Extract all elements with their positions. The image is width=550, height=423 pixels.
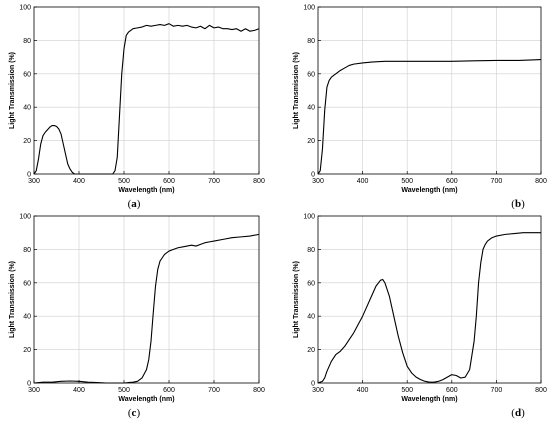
series-line bbox=[317, 59, 542, 175]
y-axis-label: Light Transmission (%) bbox=[293, 52, 300, 129]
x-tick-label: 300 bbox=[312, 178, 324, 185]
x-tick-label: 600 bbox=[446, 178, 458, 185]
x-tick-label: 400 bbox=[357, 178, 369, 185]
plot-frame bbox=[317, 215, 542, 384]
y-axis-label: Light Transmission (%) bbox=[9, 261, 16, 338]
x-tick-label: 800 bbox=[253, 178, 265, 185]
y-axis-label: Light Transmission (%) bbox=[293, 261, 300, 338]
x-tick-label: 400 bbox=[73, 387, 85, 394]
x-tick-label: 700 bbox=[208, 178, 220, 185]
y-tick-label: 20 bbox=[23, 138, 31, 145]
x-tick-label: 500 bbox=[118, 178, 130, 185]
series-line bbox=[33, 23, 260, 175]
y-tick-label: 100 bbox=[19, 214, 31, 221]
y-tick-label: 60 bbox=[307, 280, 315, 287]
y-tick-label: 60 bbox=[23, 280, 31, 287]
y-axis-label: Light Transmission (%) bbox=[9, 52, 16, 129]
panel-label: (c) bbox=[128, 407, 141, 419]
y-tick-label: 0 bbox=[27, 172, 31, 179]
panel-label: (a) bbox=[128, 198, 141, 210]
y-tick-label: 40 bbox=[307, 105, 315, 112]
x-tick-label: 800 bbox=[253, 387, 265, 394]
series-line bbox=[317, 232, 541, 384]
chart-panel-d: 300 400 500 600 700 800 0 20 40 60 80 100 Wavelength… bbox=[293, 214, 547, 420]
y-tick-label: 80 bbox=[307, 38, 315, 45]
x-tick-label: 600 bbox=[163, 178, 175, 185]
y-tick-label: 20 bbox=[307, 347, 315, 354]
x-tick-label: 600 bbox=[163, 387, 175, 394]
chart-panel-c: 300 400 500 600 700 800 0 20 40 60 80 100 Wavelength… bbox=[9, 214, 265, 420]
x-axis-label: Wavelength (nm) bbox=[401, 396, 457, 403]
y-tick-label: 20 bbox=[23, 347, 31, 354]
chart-panel-a: 300 400 500 600 700 800 0 20 40 60 80 100 Wavelength… bbox=[9, 5, 265, 211]
y-tick-label: 40 bbox=[23, 105, 31, 112]
y-tick-label: 0 bbox=[311, 381, 315, 388]
x-axis-label: Wavelength (nm) bbox=[118, 396, 174, 403]
y-tick-label: 60 bbox=[23, 71, 31, 78]
x-tick-label: 500 bbox=[118, 387, 130, 394]
x-tick-label: 400 bbox=[73, 178, 85, 185]
x-tick-label: 800 bbox=[535, 387, 547, 394]
y-tick-label: 80 bbox=[307, 247, 315, 254]
y-tick-label: 40 bbox=[23, 314, 31, 321]
chart-panel-b: 300 400 500 600 700 800 0 20 40 60 80 100 Wavelength… bbox=[293, 5, 547, 211]
series-line bbox=[33, 233, 260, 384]
y-tick-label: 60 bbox=[307, 71, 315, 78]
y-tick-label: 80 bbox=[23, 38, 31, 45]
y-tick-label: 100 bbox=[303, 214, 315, 221]
y-tick-label: 80 bbox=[23, 247, 31, 254]
x-axis-label: Wavelength (nm) bbox=[118, 187, 174, 194]
plot-frame bbox=[33, 215, 260, 384]
x-tick-label: 600 bbox=[446, 387, 458, 394]
y-tick-label: 100 bbox=[19, 5, 31, 12]
x-tick-label: 300 bbox=[28, 178, 40, 185]
panel-label: (d) bbox=[511, 407, 525, 419]
plot-frame bbox=[33, 6, 260, 175]
x-tick-label: 700 bbox=[208, 387, 220, 394]
x-tick-label: 700 bbox=[491, 178, 503, 185]
y-tick-label: 0 bbox=[311, 172, 315, 179]
x-tick-label: 800 bbox=[535, 178, 547, 185]
x-tick-label: 400 bbox=[357, 387, 369, 394]
x-tick-label: 300 bbox=[28, 387, 40, 394]
y-tick-label: 100 bbox=[303, 5, 315, 12]
x-tick-label: 700 bbox=[491, 387, 503, 394]
x-tick-label: 500 bbox=[401, 178, 413, 185]
y-tick-label: 20 bbox=[307, 138, 315, 145]
panel-label: (b) bbox=[511, 198, 525, 210]
plot-frame bbox=[317, 6, 542, 175]
y-tick-label: 40 bbox=[307, 314, 315, 321]
x-tick-label: 300 bbox=[312, 387, 324, 394]
x-tick-label: 500 bbox=[401, 387, 413, 394]
y-tick-label: 0 bbox=[27, 381, 31, 388]
x-axis-label: Wavelength (nm) bbox=[401, 187, 457, 194]
